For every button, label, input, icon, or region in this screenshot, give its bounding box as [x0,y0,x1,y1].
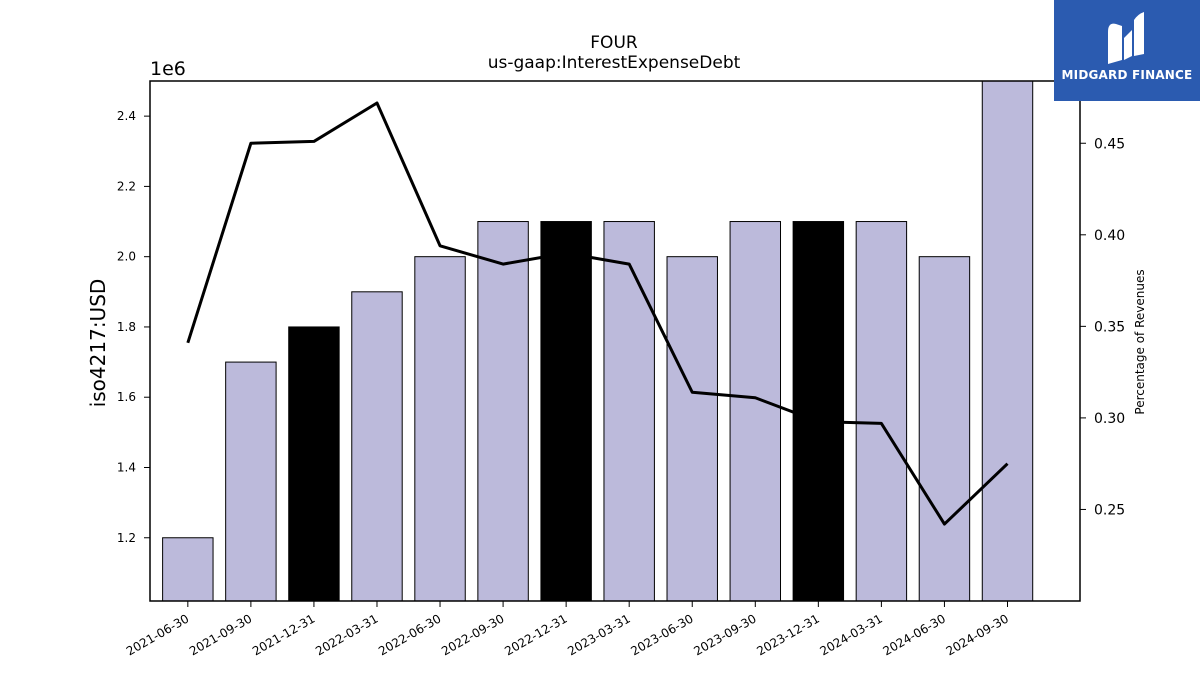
bar-2024-09-30 [981,80,1034,602]
y-tick-label: 1.4 [117,460,136,474]
bar-2021-06-30 [162,537,214,602]
y-tick-label: 2.2 [117,179,136,193]
plot-frame [149,80,1081,602]
x-tick-label: 2023-03-31 [565,611,632,658]
bar-2024-06-30 [918,256,971,602]
x-tick-label: 2024-03-31 [817,611,884,658]
midgard-finance-logo: MIDGARD FINANCE [1054,0,1200,101]
x-tick-label: 2023-12-31 [754,611,821,658]
x-tick-label: 2022-12-31 [502,611,569,658]
bar-2021-12-31 [288,326,340,602]
y2-tick-label: 0.30 [1094,411,1125,427]
chart-subtitle: us-gaap:InterestExpenseDebt [488,53,741,73]
x-tick-label: 2022-09-30 [439,611,506,658]
x-tick-label: 2024-06-30 [881,611,948,658]
bar-2023-12-31 [792,221,845,602]
y-tick-label: 2.4 [117,109,136,123]
bar-2023-06-30 [666,256,718,602]
y2-tick-label: 0.25 [1094,502,1125,518]
y-tick-label: 1.8 [117,320,136,334]
logo-text: MIDGARD FINANCE [1061,68,1193,82]
y2-tick-label: 0.40 [1094,228,1125,244]
y2-tick-label: 0.45 [1094,136,1125,152]
x-tick-label: 2021-12-31 [250,611,317,658]
x-tick-label: 2022-03-31 [313,611,380,658]
y-axis-ticks: 1.2 1.4 1.6 1.8 2.0 2.2 2.4 [117,109,150,545]
x-tick-label: 2023-09-30 [691,611,758,658]
x-tick-label: 2021-06-30 [124,611,191,658]
bar-2022-09-30 [477,221,529,602]
bar-2022-12-31 [540,221,592,602]
x-axis-ticks: 2021-06-302021-09-302021-12-312022-03-31… [124,601,1011,658]
bar-2021-09-30 [225,361,277,602]
y-axis-label: iso4217:USD [86,279,110,408]
bar-2024-03-31 [855,221,908,602]
y-tick-label: 1.6 [117,390,136,404]
bar-2022-03-31 [351,291,403,602]
bar-2023-03-31 [603,221,655,602]
x-tick-label: 2024-09-30 [944,611,1011,658]
chart-title: FOUR [590,33,638,53]
logo-mark-icon [1108,12,1144,64]
line-group [186,101,1009,526]
x-tick-label: 2023-06-30 [628,611,695,658]
y2-tick-label: 0.35 [1094,319,1125,335]
y2-axis-ticks: 0.25 0.30 0.35 0.40 0.45 [1080,136,1125,518]
bar-2022-06-30 [414,256,466,602]
x-tick-label: 2021-09-30 [187,611,254,658]
bar-2023-09-30 [729,221,782,602]
revenue-percentage-line [186,101,1009,526]
y2-axis-label: Percentage of Revenues [1133,269,1147,414]
y-tick-label: 2.0 [117,250,136,264]
y-tick-label: 1.2 [117,531,136,545]
y-offset-label: 1e6 [150,58,186,80]
x-tick-label: 2022-06-30 [376,611,443,658]
bar-group [162,80,1034,602]
